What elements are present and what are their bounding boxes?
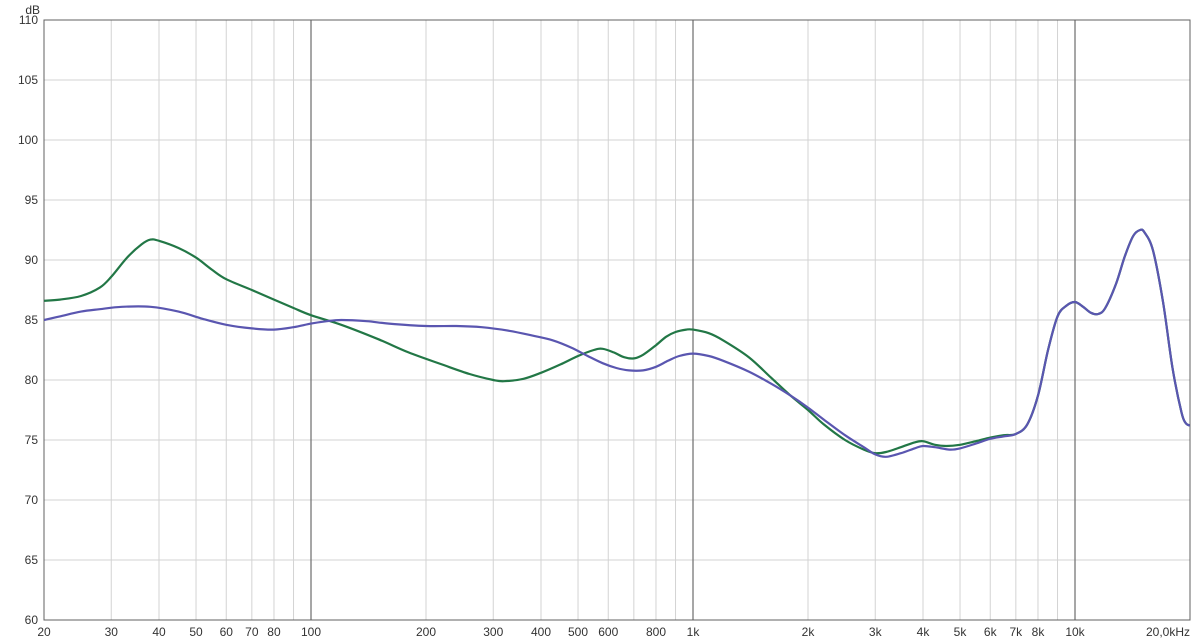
y-tick-label: 60	[25, 613, 39, 627]
y-unit-label: dB	[25, 3, 40, 17]
y-tick-label: 100	[18, 133, 38, 147]
x-tick-label: 3k	[869, 625, 883, 639]
x-tick-label: 400	[531, 625, 551, 639]
x-tick-label: 4k	[917, 625, 931, 639]
x-tick-label: 70	[245, 625, 259, 639]
y-tick-label: 65	[25, 553, 39, 567]
y-tick-label: 90	[25, 253, 39, 267]
y-tick-label: 85	[25, 313, 39, 327]
x-tick-label: 20	[37, 625, 51, 639]
x-tick-label: 60	[220, 625, 234, 639]
chart-svg: 6065707580859095100105110203040506070801…	[0, 0, 1200, 644]
x-tick-label: 500	[568, 625, 588, 639]
y-tick-label: 70	[25, 493, 39, 507]
x-tick-label: 30	[105, 625, 119, 639]
y-tick-label: 80	[25, 373, 39, 387]
y-tick-label: 105	[18, 73, 38, 87]
x-tick-label: 50	[189, 625, 203, 639]
x-tick-label: 40	[152, 625, 166, 639]
x-tick-label: 800	[646, 625, 666, 639]
x-tick-label: 200	[416, 625, 436, 639]
x-tick-label: 300	[483, 625, 503, 639]
x-tick-label: 1k	[687, 625, 701, 639]
x-tick-label: 600	[598, 625, 618, 639]
x-tick-label: 8k	[1032, 625, 1046, 639]
x-max-label: 20,0kHz	[1146, 625, 1190, 639]
frequency-response-chart: 6065707580859095100105110203040506070801…	[0, 0, 1200, 644]
x-tick-label: 100	[301, 625, 321, 639]
x-tick-label: 5k	[954, 625, 968, 639]
x-tick-label: 10k	[1065, 625, 1085, 639]
x-tick-label: 6k	[984, 625, 998, 639]
y-tick-label: 95	[25, 193, 39, 207]
x-tick-label: 7k	[1009, 625, 1023, 639]
y-tick-label: 75	[25, 433, 39, 447]
x-tick-label: 2k	[802, 625, 816, 639]
x-tick-label: 80	[267, 625, 281, 639]
